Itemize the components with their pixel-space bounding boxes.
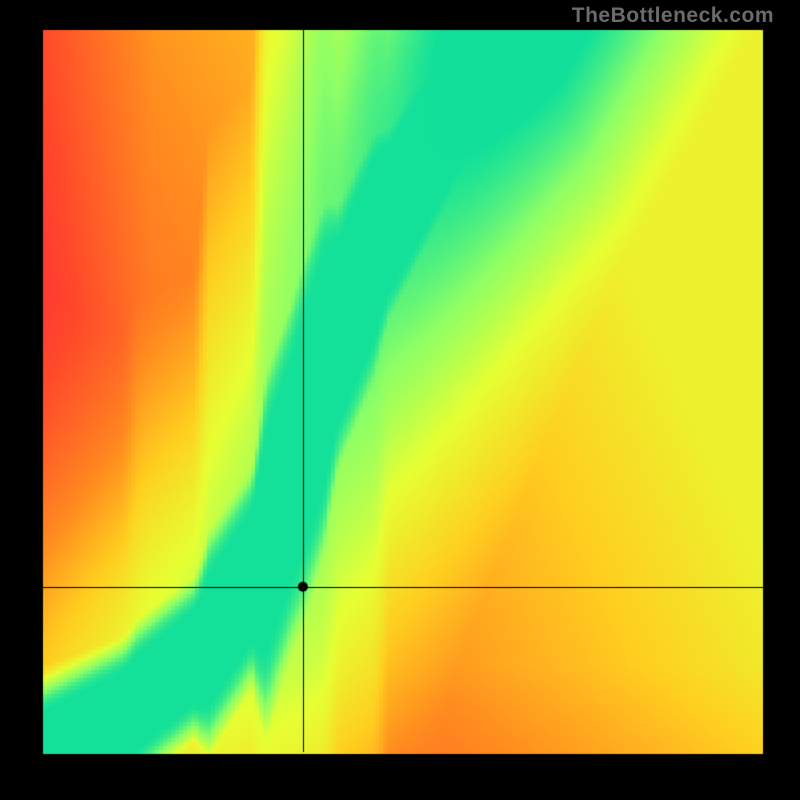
bottleneck-heatmap <box>0 0 800 800</box>
chart-container: TheBottleneck.com <box>0 0 800 800</box>
